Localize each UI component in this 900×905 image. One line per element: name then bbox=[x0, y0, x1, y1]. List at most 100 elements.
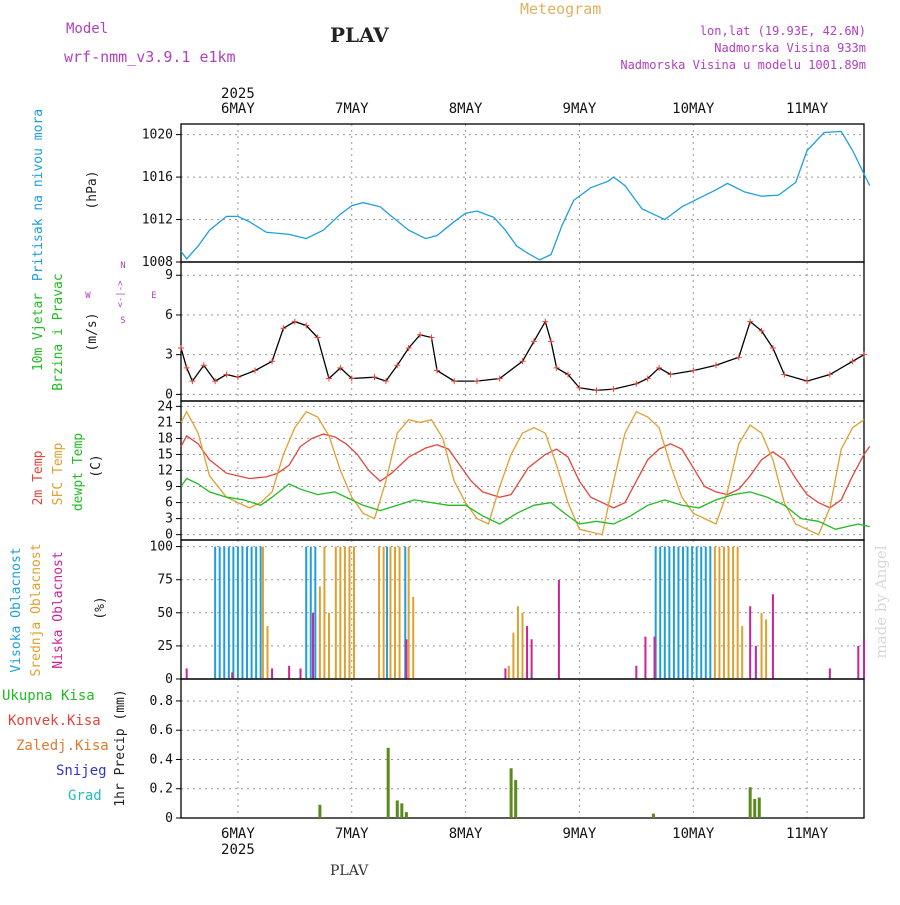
series-line-2m-temp bbox=[180, 433, 871, 509]
bar-visoka-oblacnost bbox=[314, 546, 317, 679]
ytick-label: 75 bbox=[157, 573, 173, 588]
ytick-label: 0 bbox=[165, 528, 173, 543]
bar-visoka-oblacnost bbox=[704, 546, 707, 679]
bar-srednja-oblacnost bbox=[343, 546, 346, 679]
top-date-label: 11MAY bbox=[786, 101, 829, 117]
bar-niska-oblacnost bbox=[857, 645, 860, 679]
model-name: wrf-nmm_v3.9.1 e1km bbox=[64, 48, 236, 66]
bar-srednja-oblacnost bbox=[722, 546, 725, 679]
wind-point bbox=[530, 338, 537, 345]
ytick-label: 3 bbox=[165, 512, 173, 527]
bar-niska-oblacnost bbox=[312, 612, 315, 679]
top-date-label: 10MAY bbox=[672, 101, 715, 117]
bar-visoka-oblacnost bbox=[404, 546, 407, 679]
bar-niska-oblacnost bbox=[288, 665, 291, 679]
top-date-label: 7MAY bbox=[335, 101, 369, 117]
wind-point bbox=[713, 362, 720, 369]
bar-srednja-oblacnost bbox=[407, 546, 410, 679]
bar-visoka-oblacnost bbox=[250, 546, 253, 679]
compass-glyph: <-|-> bbox=[116, 280, 126, 308]
temp-ylabel-dewpt: dewpt Temp bbox=[71, 433, 86, 511]
bar-niska-oblacnost bbox=[299, 668, 302, 679]
bar-srednja-oblacnost bbox=[334, 546, 337, 679]
ytick-label: 9 bbox=[165, 480, 173, 495]
ytick-label: 0.4 bbox=[150, 752, 174, 767]
bar-niska-oblacnost bbox=[231, 672, 234, 679]
model-elevation-label: Nadmorska Visina u modelu 1001.89m bbox=[620, 58, 866, 72]
bar-visoka-oblacnost bbox=[241, 546, 244, 679]
bottom-date-label: 9MAY bbox=[563, 826, 597, 842]
series-line-dewpt-temp bbox=[180, 477, 870, 530]
series-line-sfc-temp bbox=[180, 410, 865, 536]
bar-ukupna-kisa bbox=[753, 798, 757, 818]
wind-point bbox=[547, 338, 554, 345]
bar-srednja-oblacnost bbox=[713, 546, 716, 679]
ytick-label: 15 bbox=[157, 447, 173, 462]
bar-niska-oblacnost bbox=[530, 639, 533, 679]
bar-niska-oblacnost bbox=[644, 636, 647, 679]
precip-legend-frz: Zaledj.Kisa bbox=[16, 738, 109, 754]
bar-niska-oblacnost bbox=[828, 668, 831, 679]
bar-visoka-oblacnost bbox=[695, 546, 698, 679]
wind-point bbox=[667, 371, 674, 378]
bar-srednja-oblacnost bbox=[718, 546, 721, 679]
ytick-label: 1016 bbox=[142, 170, 173, 185]
compass-w: W bbox=[85, 291, 91, 301]
bar-visoka-oblacnost bbox=[309, 546, 312, 679]
ytick-label: 1008 bbox=[142, 255, 173, 270]
ytick-label: 50 bbox=[157, 606, 173, 621]
precip-legend-hail: Grad bbox=[68, 788, 102, 804]
bar-srednja-oblacnost bbox=[732, 546, 735, 679]
bar-visoka-oblacnost bbox=[691, 546, 694, 679]
wind-point bbox=[747, 318, 754, 325]
top-date-label: 8MAY bbox=[449, 101, 483, 117]
pressure-ylabel-inner: (hPa) bbox=[85, 170, 100, 209]
wind-point bbox=[303, 322, 310, 329]
wind-point bbox=[348, 375, 355, 382]
bottom-date-label: 10MAY bbox=[672, 826, 715, 842]
bottom-date-label: 8MAY bbox=[449, 826, 483, 842]
cloud-ylabel-low: Niska Oblacnost bbox=[51, 551, 66, 668]
bar-srednja-oblacnost bbox=[339, 546, 342, 679]
ytick-label: 12 bbox=[157, 464, 173, 479]
bar-visoka-oblacnost bbox=[654, 546, 657, 679]
wind-point bbox=[325, 375, 332, 382]
wind-point bbox=[314, 334, 321, 341]
bar-srednja-oblacnost bbox=[389, 546, 392, 679]
wind-point bbox=[223, 371, 230, 378]
bar-srednja-oblacnost bbox=[398, 546, 401, 679]
watermark: made by Angel bbox=[872, 545, 890, 658]
bar-srednja-oblacnost bbox=[323, 546, 326, 679]
bar-srednja-oblacnost bbox=[353, 546, 356, 679]
wind-point bbox=[473, 378, 480, 385]
bar-visoka-oblacnost bbox=[663, 546, 666, 679]
footer-station: PLAV bbox=[330, 863, 369, 879]
bar-ukupna-kisa bbox=[757, 797, 761, 818]
ytick-label: 1020 bbox=[142, 128, 173, 143]
bar-visoka-oblacnost bbox=[672, 546, 675, 679]
compass-e: E bbox=[151, 291, 156, 301]
bar-srednja-oblacnost bbox=[348, 546, 351, 679]
wind-point bbox=[280, 325, 287, 332]
panel-cloud_cover: 0 25 50 75 100 bbox=[150, 539, 865, 687]
bar-srednja-oblacnost bbox=[736, 546, 739, 679]
station-title: PLAV bbox=[330, 23, 389, 47]
ytick-label: 24 bbox=[157, 399, 173, 414]
panel-frame bbox=[180, 678, 865, 819]
ytick-label: 9 bbox=[165, 268, 173, 283]
bar-niska-oblacnost bbox=[271, 668, 274, 679]
bar-visoka-oblacnost bbox=[677, 546, 680, 679]
wind-point bbox=[212, 378, 219, 385]
wind-point bbox=[553, 364, 560, 371]
bar-srednja-oblacnost bbox=[741, 626, 744, 679]
bottom-date-label: 11MAY bbox=[786, 826, 829, 842]
bar-visoka-oblacnost bbox=[305, 546, 308, 679]
wind-point bbox=[234, 374, 241, 381]
ytick-label: 0.6 bbox=[150, 723, 173, 738]
top-year-label: 2025 bbox=[221, 86, 255, 102]
bar-srednja-oblacnost bbox=[765, 619, 768, 679]
wind-point bbox=[781, 371, 788, 378]
bar-visoka-oblacnost bbox=[214, 546, 217, 679]
wind-point bbox=[183, 364, 190, 371]
bottom-date-label: 6MAY bbox=[221, 826, 255, 842]
